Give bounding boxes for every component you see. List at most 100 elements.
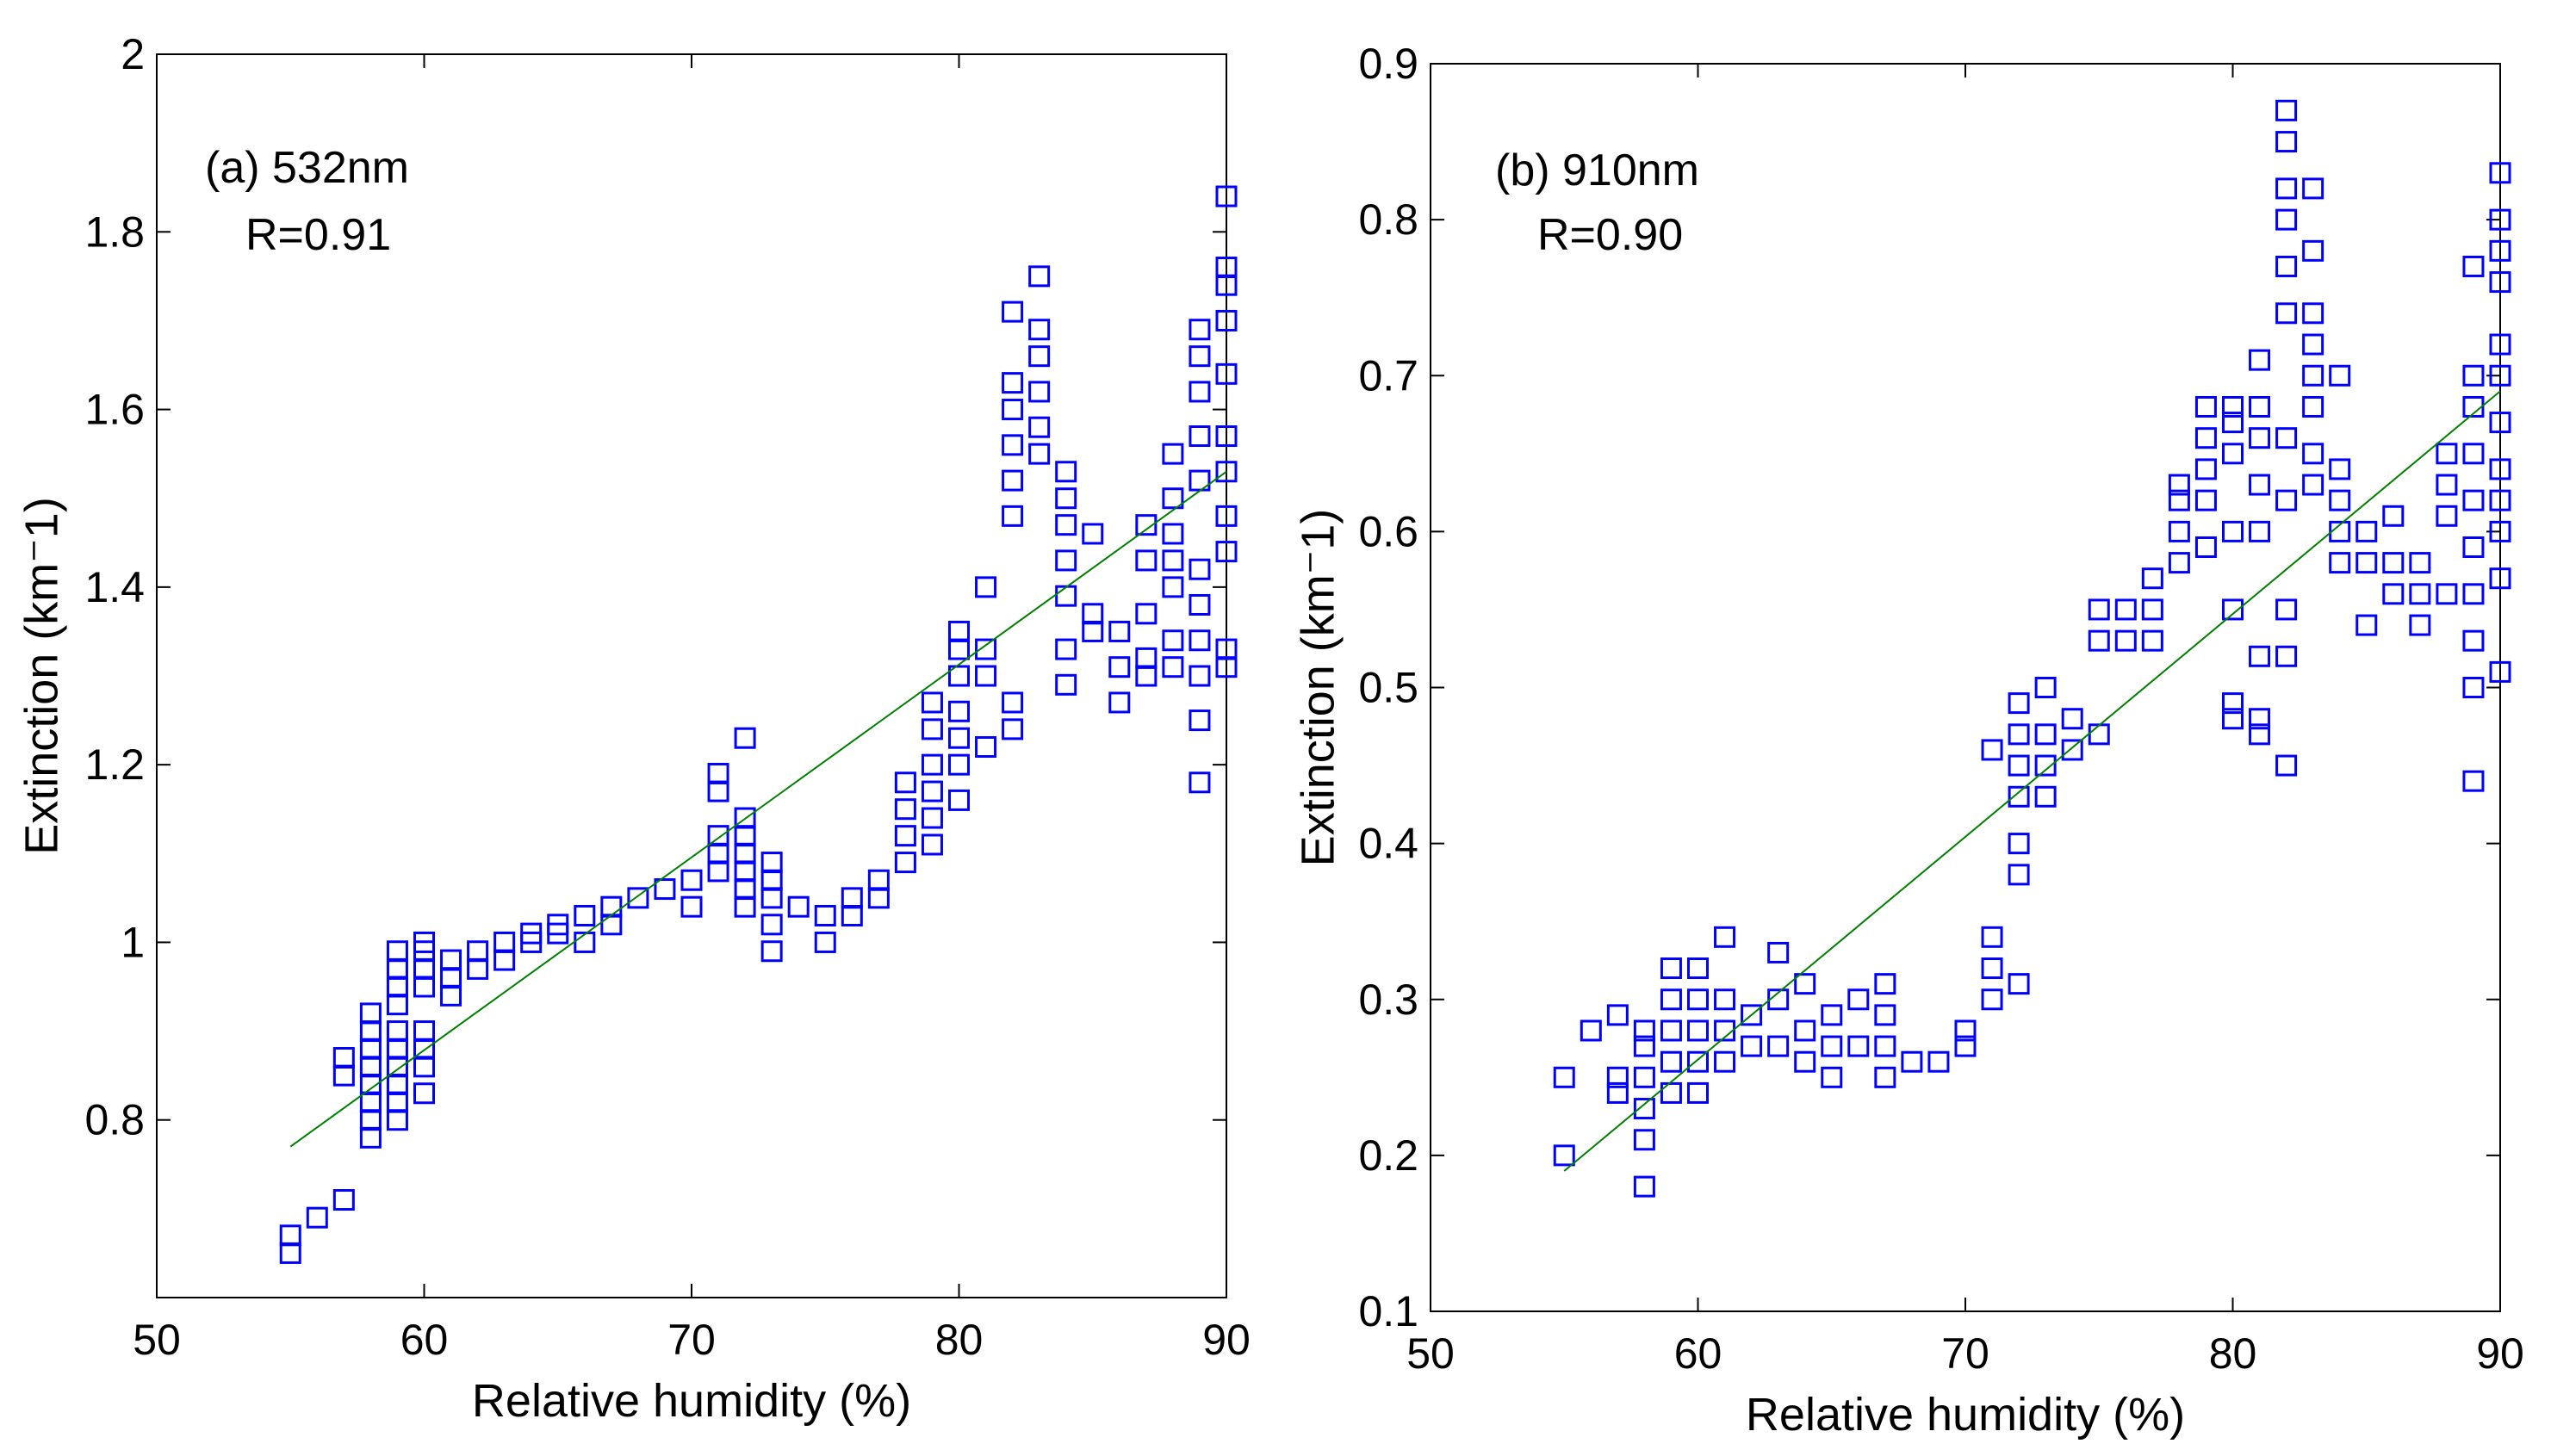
data-point (386, 1020, 408, 1043)
data-point (921, 780, 943, 802)
panel-b-y-axis-label: Extinction (km⁻1) (1292, 509, 1344, 867)
panel-b-ticks (1430, 63, 2501, 1312)
data-point (1189, 593, 1211, 616)
data-point (1162, 549, 1184, 572)
data-point (2141, 629, 2163, 652)
data-point (894, 798, 916, 821)
data-point (1847, 1035, 1870, 1057)
data-point (2302, 333, 2324, 356)
data-point (2329, 364, 2351, 387)
data-point (680, 895, 703, 918)
x-tick-label: 90 (1202, 1316, 1251, 1364)
y-tick-label: 0.1 (1358, 1287, 1418, 1335)
panel-b-910nm: 50 60 70 80 90 0.1 0.2 0.3 0.4 0.5 0.6 0.7 0.8 0.9 (… (1292, 40, 2524, 1441)
data-point (1189, 709, 1211, 732)
data-point (2008, 692, 2030, 715)
data-point (948, 727, 970, 749)
data-point (1660, 988, 1682, 1011)
data-point (2249, 520, 2271, 542)
data-point (1189, 425, 1211, 448)
data-point (1002, 691, 1024, 714)
y-tick-label: 0.8 (84, 1096, 145, 1144)
data-point (1215, 461, 1238, 483)
data-point (2275, 427, 2298, 449)
data-point (2462, 677, 2485, 698)
data-point (680, 869, 703, 891)
data-point (1215, 541, 1238, 563)
data-point (2462, 489, 2485, 511)
data-point (1687, 1081, 1709, 1104)
data-point (1847, 988, 1870, 1011)
data-point (279, 1224, 301, 1247)
data-point (1028, 381, 1051, 403)
data-point (1767, 941, 1790, 963)
y-tick-label: 1.8 (84, 208, 145, 256)
data-point (2302, 443, 2324, 465)
data-point (2489, 567, 2511, 590)
x-tick-label: 50 (133, 1316, 181, 1364)
panel-b-wavelength-label: (b) 910nm (1495, 146, 1699, 195)
data-point (574, 904, 596, 926)
data-point (2222, 443, 2244, 465)
data-point (1055, 638, 1077, 660)
panel-b-y-tick-labels: 0.1 0.2 0.3 0.4 0.5 0.6 0.7 0.8 0.9 (1358, 40, 1418, 1335)
data-point (2061, 708, 2083, 730)
data-point (1927, 1050, 1950, 1073)
data-point (867, 869, 890, 891)
data-point (975, 736, 997, 759)
data-point (2194, 536, 2217, 558)
data-point (894, 771, 916, 794)
data-point (1082, 603, 1104, 625)
data-point (2275, 177, 2298, 200)
data-point (1028, 443, 1051, 465)
data-point (1189, 665, 1211, 687)
data-point (2382, 505, 2405, 527)
data-point (1687, 1019, 1709, 1042)
data-point (2329, 552, 2351, 574)
data-point (2249, 708, 2271, 730)
data-point (2489, 412, 2511, 434)
data-point (2249, 723, 2271, 746)
data-point (2222, 708, 2244, 730)
data-point (1794, 1050, 1816, 1073)
y-tick-label: 0.8 (1358, 195, 1418, 244)
data-point (2008, 864, 2030, 886)
data-point (2114, 629, 2137, 652)
data-point (707, 825, 729, 847)
data-point (1901, 1050, 1923, 1073)
data-point (2275, 598, 2298, 621)
data-point (2329, 520, 2351, 542)
data-point (1633, 1129, 1655, 1151)
data-point (2409, 583, 2431, 605)
data-point (2329, 458, 2351, 480)
data-point (1215, 638, 1238, 660)
data-point (1633, 1035, 1655, 1057)
panel-a-data-points (279, 185, 1238, 1264)
data-point (975, 638, 997, 660)
panel-a-x-axis-label: Relative humidity (%) (472, 1375, 911, 1427)
data-point (2275, 131, 2298, 153)
data-point (2489, 239, 2511, 262)
panel-a-correlation-label: R=0.91 (245, 210, 391, 260)
data-point (841, 887, 863, 909)
data-point (2222, 598, 2244, 621)
x-tick-label: 90 (2476, 1329, 2524, 1378)
data-point (2008, 785, 2030, 808)
data-point (948, 789, 970, 811)
panel-b-data-points (1553, 99, 2511, 1198)
data-point (413, 1082, 435, 1105)
data-point (1660, 1019, 1682, 1042)
data-point (814, 904, 836, 926)
data-point (1606, 1081, 1629, 1104)
data-point (1821, 1004, 1843, 1026)
data-point (2034, 785, 2057, 808)
data-point (1055, 514, 1077, 536)
data-point (2168, 552, 2190, 574)
data-point (1215, 425, 1238, 448)
data-point (2034, 677, 2057, 698)
data-point (1741, 1035, 1763, 1057)
data-point (921, 833, 943, 856)
y-tick-label: 0.5 (1358, 664, 1418, 712)
data-point (1714, 1050, 1736, 1073)
